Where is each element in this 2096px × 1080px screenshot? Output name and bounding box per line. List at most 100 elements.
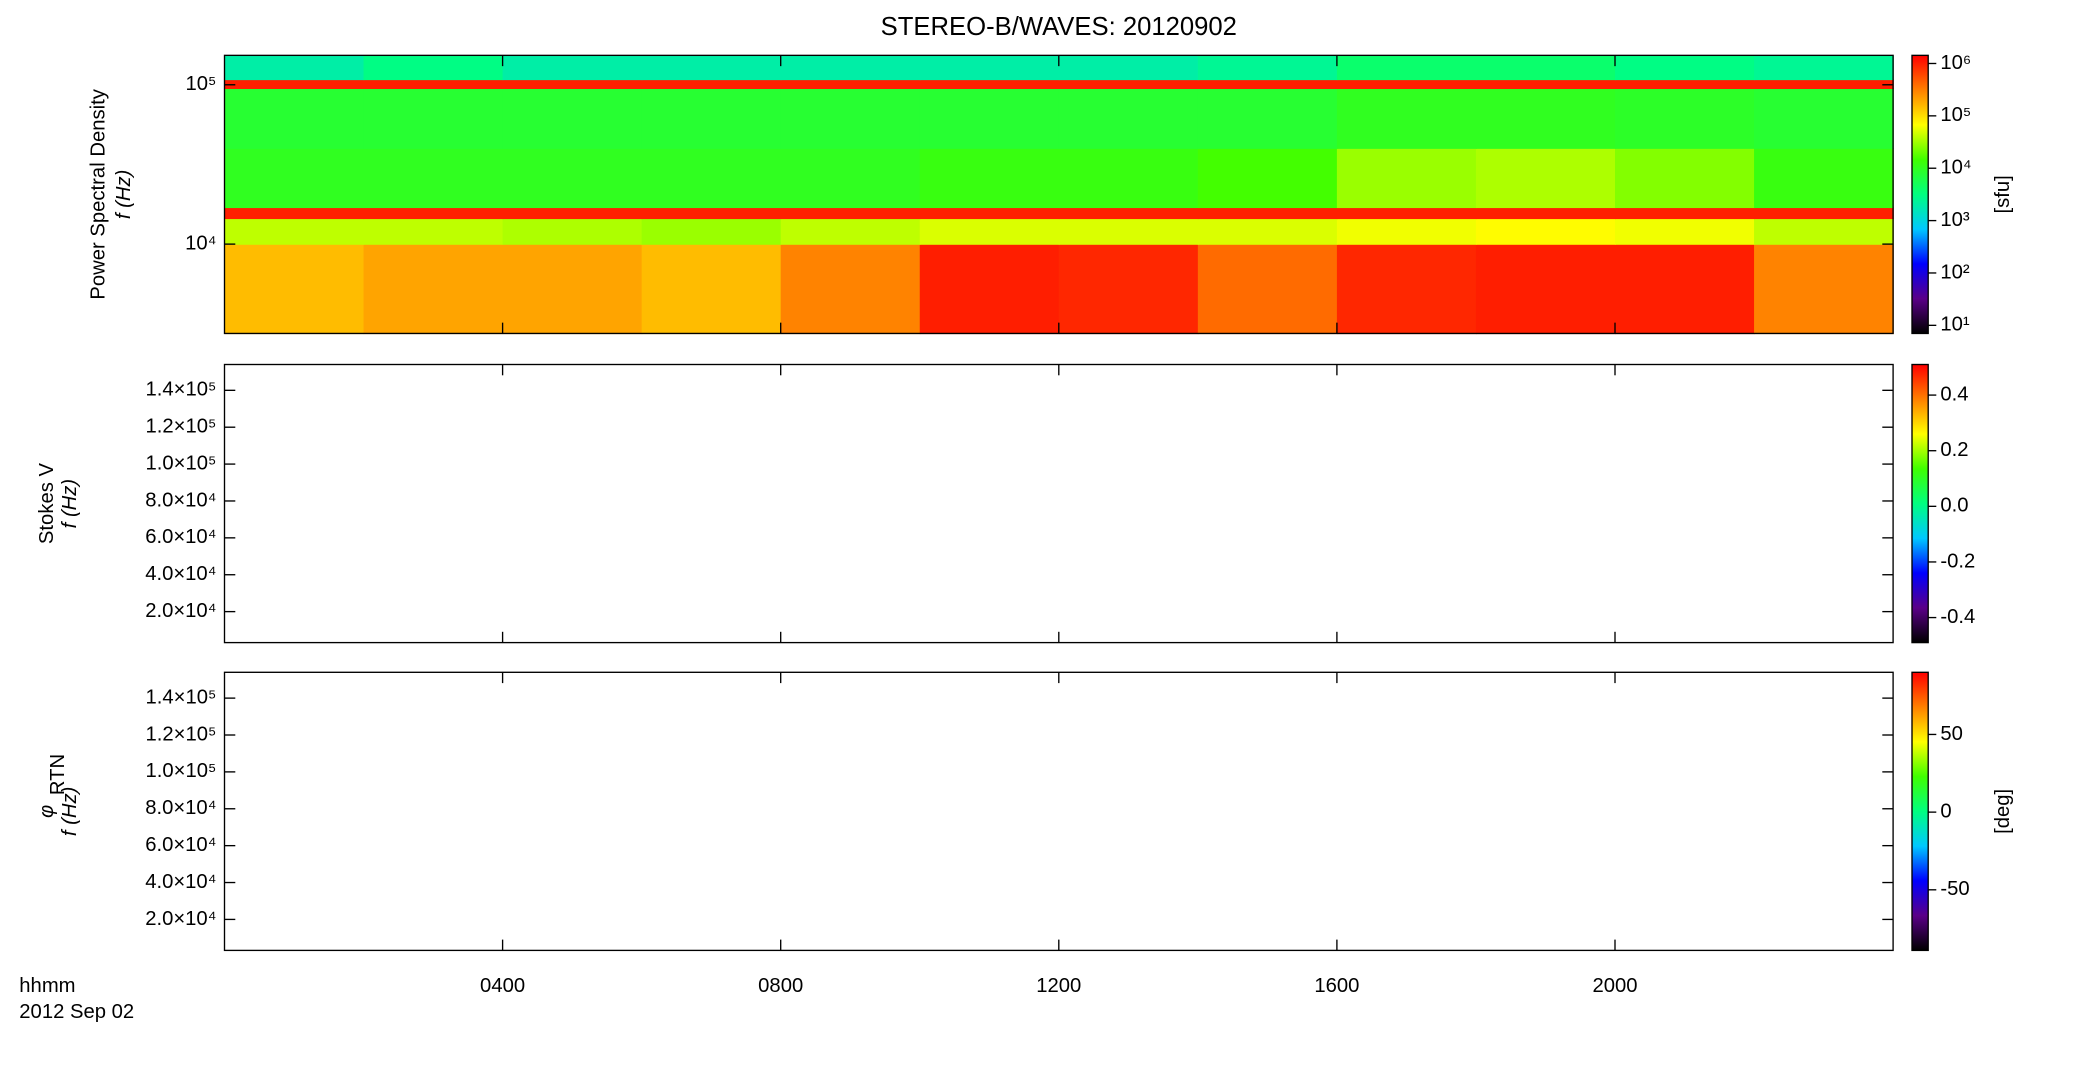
- x-tick-label: 1200: [1036, 975, 1081, 997]
- spectrogram-cell: [1058, 55, 1199, 81]
- chart-title: STEREO-B/WAVES: 20120902: [881, 13, 1237, 41]
- spectrogram-cell: [1058, 148, 1199, 209]
- y-axis-label: φ: [36, 805, 58, 818]
- spectrogram-cell: [919, 55, 1060, 81]
- y-axis-label-subscript: RTN: [47, 754, 69, 795]
- spectrogram-cell: [502, 55, 643, 81]
- colorbar-tick-label: -0.2: [1940, 550, 1975, 572]
- colorbar-tick-label: -50: [1940, 878, 1969, 900]
- spectrogram-cell: [1197, 88, 1338, 149]
- x-tick-label: 2000: [1592, 975, 1637, 997]
- x-label: hhmm: [19, 975, 75, 997]
- colorbar-tick-label: 0.0: [1940, 495, 1968, 517]
- spectrogram-cell: [1475, 55, 1616, 81]
- panel-frame: [223, 363, 1894, 644]
- y-tick-label: 10⁵: [185, 73, 216, 95]
- y-axis-label: Power Spectral Density: [87, 88, 109, 299]
- y-tick-label: 1.0×10⁵: [145, 452, 216, 474]
- spectrogram-cell: [224, 207, 365, 220]
- spectrogram-cell: [1336, 79, 1477, 90]
- spectrogram-cell: [919, 148, 1060, 209]
- spectrogram-cell: [1197, 207, 1338, 220]
- colorbar-tick-label: 10³: [1940, 209, 1970, 231]
- spectrogram-cell: [641, 79, 782, 90]
- spectrogram-cell: [1197, 244, 1338, 335]
- date-label: 2012 Sep 02: [19, 1001, 134, 1023]
- spectrogram-cell: [641, 244, 782, 335]
- spectrogram-cell: [780, 218, 921, 245]
- colorbar: [1911, 671, 1929, 952]
- spectrogram-cell: [780, 88, 921, 149]
- spectrogram-cell: [224, 79, 365, 90]
- spectrogram-cell: [641, 148, 782, 209]
- spectrogram-cell: [780, 79, 921, 90]
- colorbar: [1911, 363, 1929, 644]
- y-axis-label: f (Hz): [113, 170, 135, 220]
- spectrogram-cell: [1754, 244, 1894, 335]
- y-tick-label: 1.4×10⁵: [145, 379, 216, 401]
- spectrogram-cell: [1754, 79, 1894, 90]
- spectrogram-cell: [502, 244, 643, 335]
- colorbar-tick-label: 10¹: [1940, 314, 1970, 336]
- colorbar-tick-label: 0.2: [1940, 439, 1968, 461]
- spectrogram-cell: [1197, 148, 1338, 209]
- spectrogram-cell: [1058, 244, 1199, 335]
- y-tick-label: 8.0×10⁴: [145, 797, 216, 819]
- spectrogram-cell: [224, 218, 365, 245]
- spectrogram-cell: [641, 88, 782, 149]
- spectrogram-cell: [363, 55, 504, 81]
- colorbar-tick-label: 50: [1940, 723, 1963, 745]
- spectrogram-cell: [502, 148, 643, 209]
- spectrogram-cell: [363, 244, 504, 335]
- spectrogram-cell: [363, 207, 504, 220]
- spectrogram-cell: [780, 55, 921, 81]
- spectrogram-cell: [363, 148, 504, 209]
- spectrogram-cell: [1197, 218, 1338, 245]
- spectrogram-cell: [780, 148, 921, 209]
- colorbar-tick-label: 10⁶: [1940, 52, 1971, 74]
- x-tick-label: 1600: [1314, 975, 1359, 997]
- colorbar: [1911, 54, 1929, 335]
- colorbar-label: [deg]: [1992, 789, 2014, 834]
- y-tick-label: 1.2×10⁵: [145, 723, 216, 745]
- spectrogram-cell: [1615, 55, 1755, 81]
- colorbar-label: [sfu]: [1992, 175, 2014, 213]
- spectrogram-cell: [1058, 88, 1199, 149]
- y-tick-label: 10⁴: [185, 232, 216, 254]
- y-tick-label: 4.0×10⁴: [145, 563, 216, 585]
- spectrogram-cell: [1754, 207, 1894, 220]
- spectrogram-cell: [919, 79, 1060, 90]
- spectrogram-cell: [1336, 218, 1477, 245]
- colorbar-tick-label: 10²: [1940, 261, 1970, 283]
- spectrogram-cell: [1475, 88, 1616, 149]
- y-tick-label: 2.0×10⁴: [145, 600, 216, 622]
- spectrogram-cell: [1615, 244, 1755, 335]
- y-tick-label: 1.4×10⁵: [145, 686, 216, 708]
- spectrogram-cell: [919, 218, 1060, 245]
- spectrogram-cell: [224, 88, 365, 149]
- spectrogram-cell: [224, 244, 365, 335]
- spectrogram-cell: [1336, 207, 1477, 220]
- spectrogram-cell: [363, 79, 504, 90]
- colorbar-tick-label: -0.4: [1940, 606, 1975, 628]
- spectrogram-cell: [1475, 148, 1616, 209]
- colorbar-tick-label: 0.4: [1940, 383, 1968, 405]
- spectrogram-cell: [780, 207, 921, 220]
- y-axis-label: f (Hz): [59, 479, 81, 528]
- spectrogram-cell: [1336, 55, 1477, 81]
- spectrogram-cell: [1615, 148, 1755, 209]
- spectrogram-cell: [502, 207, 643, 220]
- spectrogram-cell: [780, 244, 921, 335]
- spectrogram-cell: [1615, 207, 1755, 220]
- spectrogram-cell: [641, 207, 782, 220]
- spectrogram-cell: [1615, 79, 1755, 90]
- spectrogram-cell: [502, 79, 643, 90]
- spectrogram-cell: [919, 88, 1060, 149]
- y-tick-label: 6.0×10⁴: [145, 526, 216, 548]
- spectrogram-cell: [502, 88, 643, 149]
- spectrogram-cell: [641, 55, 782, 81]
- spectrogram-cell: [224, 55, 365, 81]
- spectrogram-cell: [1475, 218, 1616, 245]
